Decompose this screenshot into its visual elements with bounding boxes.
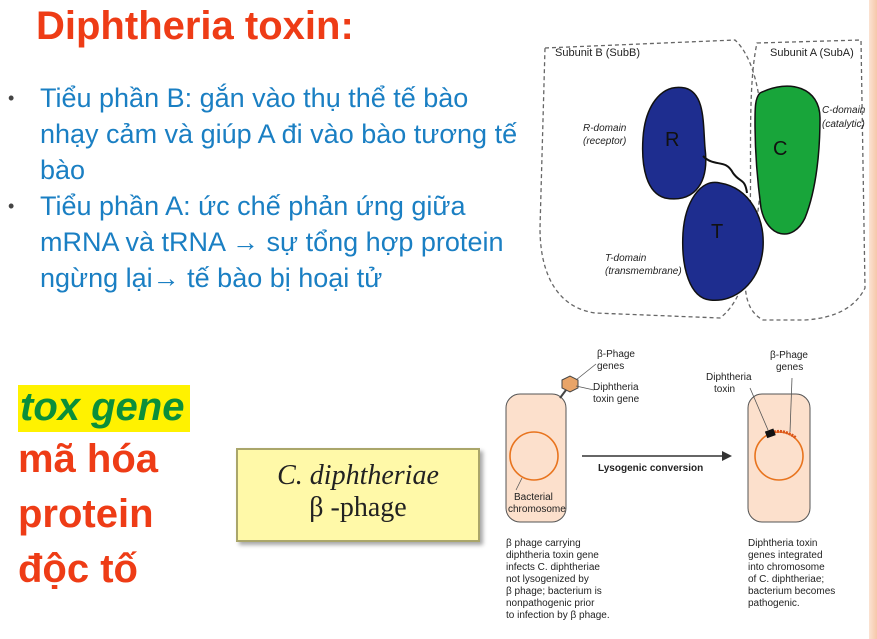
integrated-toxin-gene (764, 428, 776, 439)
gene-note-line: protein (18, 492, 154, 536)
t-domain-shape (681, 181, 764, 301)
phage-genes-right-line1: β-Phage (770, 350, 808, 361)
caption-right-line: genes integrated (748, 550, 823, 561)
chromosome-right (754, 431, 804, 481)
leader-phage-genes-right (789, 377, 793, 433)
toxin-right-line2: toxin (714, 384, 735, 395)
toxin-right-line1: Diphtheria (706, 372, 752, 383)
subunit-b-label: Subunit B (SubB) (555, 47, 640, 59)
bullet-item-subunit-a: • Tiểu phần A: ức chế phản ứng giữa mRNA … (8, 188, 533, 296)
bacterium-left (505, 393, 567, 523)
t-letter: T (711, 221, 723, 243)
tox-gene-note: tox gene mã hóa protein độc tố (18, 385, 191, 597)
chromosome-label-line2: chromosome (508, 504, 566, 515)
caption-left-line: infects C. diphtheriae (506, 562, 600, 573)
leader-phage-genes-left (575, 363, 597, 381)
leader-toxin-right (749, 387, 769, 431)
bacterium-right (747, 393, 811, 523)
integrated-phage-genes (773, 429, 797, 440)
caption-right-line: bacterium becomes (748, 586, 835, 597)
caption-left-line: β phage; bacterium is (506, 586, 602, 597)
caption-left-line: diphtheria toxin gene (506, 550, 599, 561)
caption-left: β phage carrying diphtheria toxin gene i… (506, 538, 610, 621)
leader-chromosome (515, 477, 523, 491)
caption-right: Diphtheria toxin genes integrated into c… (748, 538, 835, 609)
tox-gene-highlight: tox gene (18, 385, 191, 432)
r-letter: R (665, 129, 679, 151)
leader-toxin-gene-left (575, 385, 595, 391)
caption-right-line: Diphtheria toxin (748, 538, 817, 549)
slide-title: Diphtheria toxin: (36, 4, 354, 48)
species-name: C. diphtheriae (277, 460, 439, 491)
r-domain-shape (641, 86, 707, 200)
phage-genes-left-line2: genes (597, 361, 624, 372)
bullet-marker: • (8, 88, 15, 108)
toxin-gene-left-line1: Diphtheria (593, 382, 639, 393)
caption-left-line: not lysogenized by (506, 574, 589, 585)
phage-genes-left-line1: β-Phage (597, 349, 635, 360)
r-domain-label: R-domain (583, 123, 627, 134)
bullet-text: Tiểu phần A: ức chế phản ứng giữa mRNA v… (40, 191, 504, 293)
phage-head-icon (561, 375, 579, 393)
t-domain-sub: (transmembrane) (605, 266, 682, 277)
conversion-arrowhead (722, 451, 732, 461)
toxin-gene-left-line2: toxin gene (593, 394, 640, 405)
phage-genes-right-line2: genes (776, 362, 803, 373)
domain-linker (702, 155, 748, 194)
caption-left-line: β phage carrying (506, 538, 581, 549)
r-domain-sub: (receptor) (583, 136, 626, 147)
caption-right-line: pathogenic. (748, 598, 800, 609)
lysogenic-conversion-diagram: β-Phage genes Diphtheria toxin gene Lyso… (505, 349, 835, 621)
c-domain-shape (754, 85, 821, 235)
bullet-text: Tiểu phần B: gắn vào thụ thể tế bào nhạy… (40, 83, 518, 185)
gene-note-line: độc tố (18, 547, 138, 591)
t-domain-label: T-domain (605, 253, 647, 264)
conversion-label: Lysogenic conversion (598, 463, 703, 474)
slide-edge-rule (869, 0, 877, 639)
bullet-list: • Tiểu phần B: gắn vào thụ thể tế bào nhạ… (8, 80, 533, 296)
subunit-a-outline (744, 39, 866, 321)
c-domain-sub: (catalytic) (822, 119, 865, 130)
chromosome-label-line1: Bacterial (514, 492, 553, 503)
caption-right-line: of C. diphtheriae; (748, 574, 824, 585)
bullet-item-subunit-b: • Tiểu phần B: gắn vào thụ thể tế bào nhạ… (8, 80, 533, 188)
phage-tail (559, 389, 567, 399)
caption-left-line: nonpathogenic prior (506, 598, 595, 609)
caption-right-line: into chromosome (748, 562, 825, 573)
phage-name: β -phage (309, 492, 407, 523)
toxin-structure-diagram: Subunit B (SubB) Subunit A (SubA) R T C … (539, 39, 866, 321)
caption-left-line: to infection by β phage. (506, 610, 610, 621)
species-box: C. diphtheriae β -phage (236, 448, 480, 542)
gene-note-line: mã hóa (18, 437, 159, 481)
bullet-marker: • (8, 196, 15, 216)
subunit-a-label: Subunit A (SubA) (770, 47, 854, 59)
c-domain-label: C-domain (822, 105, 866, 116)
chromosome-left (509, 431, 559, 481)
c-letter: C (773, 138, 787, 160)
